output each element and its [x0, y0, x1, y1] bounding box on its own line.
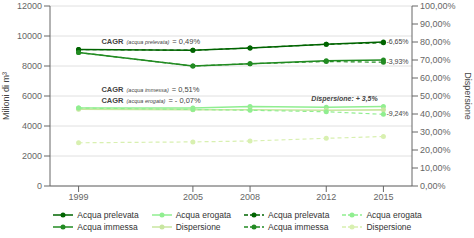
svg-text:20,00%: 20,00% — [420, 145, 451, 155]
svg-text:40,00%: 40,00% — [420, 109, 451, 119]
html-text:Acqua immessa: Acqua immessa — [77, 222, 138, 232]
svg-text:6000: 6000 — [22, 91, 42, 101]
svg-text:2005: 2005 — [183, 192, 203, 202]
svg-text:-3,93%: -3,93% — [386, 58, 408, 65]
svg-text:2012: 2012 — [316, 192, 336, 202]
svg-text:30,00%: 30,00% — [420, 127, 451, 137]
html-text:Acqua prelevata: Acqua prelevata — [268, 210, 330, 220]
svg-text:10000: 10000 — [17, 31, 42, 41]
svg-text:2015: 2015 — [373, 192, 393, 202]
svg-text:0,00%: 0,00% — [420, 181, 446, 191]
html-text:Acqua prelevata: Acqua prelevata — [77, 210, 139, 220]
svg-text:70,00%: 70,00% — [420, 55, 451, 65]
svg-text:10,00%: 10,00% — [420, 163, 451, 173]
svg-text:CAGR(acqua erogata)= - 0,07%: CAGR(acqua erogata)= - 0,07% — [101, 96, 201, 105]
html-text:Acqua immessa: Acqua immessa — [268, 222, 329, 232]
svg-text:60,00%: 60,00% — [420, 73, 451, 83]
svg-text:2000: 2000 — [22, 151, 42, 161]
svg-text:CAGR(acqua prelevata)= 0,49%: CAGR(acqua prelevata)= 0,49% — [101, 37, 200, 46]
svg-text:2008: 2008 — [240, 192, 260, 202]
svg-text:90,00%: 90,00% — [420, 19, 451, 29]
svg-text:100,00%: 100,00% — [420, 1, 456, 11]
svg-text:Milioni di m³: Milioni di m³ — [8, 72, 11, 120]
html-text:Dispersione: Dispersione — [175, 222, 221, 232]
svg-text:8000: 8000 — [22, 61, 42, 71]
svg-text:50,00%: 50,00% — [420, 91, 451, 101]
html-text:Acqua erogata: Acqua erogata — [366, 210, 422, 220]
svg-text:-6,65%: -6,65% — [386, 38, 408, 45]
svg-text:Dispersione: + 3,5%: Dispersione: + 3,5% — [311, 95, 378, 103]
svg-text:80,00%: 80,00% — [420, 37, 451, 47]
svg-text:-9,24%: -9,24% — [386, 110, 408, 117]
svg-text:1999: 1999 — [69, 192, 89, 202]
svg-text:CAGR(acqua immessa)= 0,51%: CAGR(acqua immessa)= 0,51% — [101, 85, 199, 94]
svg-text:12000: 12000 — [17, 1, 42, 11]
html-text:Dispersione: Dispersione — [366, 222, 412, 232]
html-text:Acqua erogata: Acqua erogata — [175, 210, 231, 220]
svg-text:0: 0 — [37, 181, 42, 191]
svg-text:Dispersione: Dispersione — [463, 72, 466, 120]
svg-text:4000: 4000 — [22, 121, 42, 131]
